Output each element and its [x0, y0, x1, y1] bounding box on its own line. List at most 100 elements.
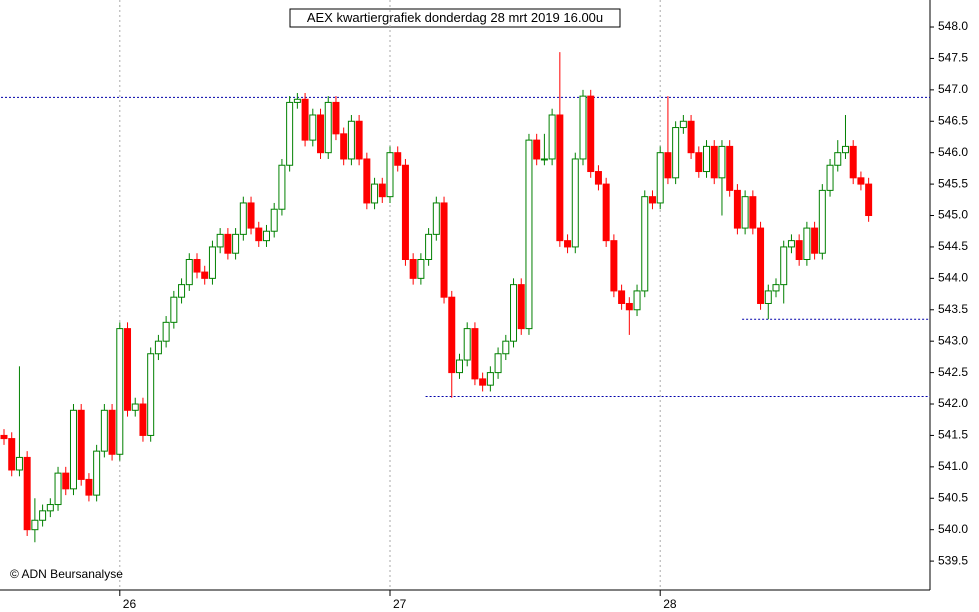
candle-body: [486, 372, 494, 386]
y-tick-label: 545.0: [938, 208, 968, 222]
candle-body: [664, 152, 672, 179]
candle-body: [77, 409, 85, 480]
candle-body: [594, 171, 602, 185]
x-tick-label: 28: [663, 597, 677, 611]
candle-body: [378, 183, 386, 198]
candle-body: [208, 246, 216, 279]
candle-body: [757, 227, 765, 304]
x-tick-label: 26: [123, 597, 137, 611]
candle-body: [100, 409, 108, 452]
candle-body: [332, 101, 340, 135]
candle-body: [224, 233, 232, 254]
y-tick-label: 544.0: [938, 271, 968, 285]
candle-body: [733, 189, 741, 229]
y-tick-label: 540.0: [938, 522, 968, 536]
candle-body: [618, 290, 626, 304]
candle-body: [201, 271, 209, 279]
candle-body: [139, 403, 147, 436]
candle-body: [278, 164, 286, 210]
candle-body: [826, 164, 834, 191]
candle-body: [517, 284, 525, 330]
candle-body: [154, 340, 162, 355]
candle-body: [556, 114, 564, 242]
candle-body: [625, 302, 633, 311]
candle-body: [610, 240, 618, 292]
candle-body: [695, 152, 703, 173]
y-tick-label: 543.5: [938, 302, 968, 316]
candle-body: [455, 359, 463, 374]
candle-body: [510, 284, 518, 342]
candle-body: [448, 296, 456, 374]
candle-body: [587, 95, 595, 173]
candle-body: [687, 120, 695, 154]
candle-body: [471, 328, 479, 380]
candle-body: [463, 328, 471, 361]
candle-body: [239, 202, 247, 235]
candle-body: [216, 233, 224, 248]
candle-body: [571, 158, 579, 248]
candle-body: [849, 145, 857, 179]
candle-body: [262, 230, 270, 242]
chart-title: AEX kwartiergrafiek donderdag 28 mrt 201…: [307, 10, 603, 25]
candle-body: [865, 183, 873, 217]
x-tick-label: 27: [393, 597, 407, 611]
candle-body: [116, 328, 124, 455]
y-tick-label: 541.5: [938, 428, 968, 442]
candle-body: [108, 409, 116, 455]
candle-body: [479, 378, 487, 386]
candle-body: [494, 353, 502, 374]
candle-body: [811, 227, 819, 254]
candle-body: [23, 456, 31, 531]
candle-body: [162, 321, 170, 342]
candle-body: [124, 328, 132, 411]
candle-body: [803, 227, 811, 260]
candle-body: [293, 98, 301, 103]
y-tick-label: 543.0: [938, 333, 968, 347]
candle-body: [232, 233, 240, 254]
candle-body: [185, 258, 193, 286]
candle-body: [131, 403, 139, 411]
credit: © ADN Beursanalyse: [10, 567, 123, 581]
candle-body: [386, 152, 394, 198]
candle-body: [741, 196, 749, 229]
candle-body: [46, 504, 54, 512]
candle-body: [286, 101, 294, 166]
candle-body: [818, 189, 826, 254]
candle-body: [309, 114, 317, 141]
candle-body: [317, 114, 325, 154]
candle-body: [602, 183, 610, 242]
candle-body: [85, 478, 93, 496]
candle-body: [641, 196, 649, 292]
candle-body: [540, 158, 548, 161]
candle-body: [772, 284, 780, 292]
candle-body: [409, 258, 417, 279]
y-tick-label: 541.0: [938, 459, 968, 473]
candle-body: [31, 519, 39, 531]
candle-body: [8, 438, 16, 471]
candle-body: [718, 145, 726, 179]
candle-body: [0, 434, 8, 440]
y-tick-label: 547.0: [938, 82, 968, 96]
candle-body: [93, 450, 101, 496]
candle-body: [69, 409, 77, 490]
candle-body: [548, 114, 556, 160]
candle-body: [270, 208, 278, 232]
candle-body: [749, 196, 757, 229]
candle-body: [648, 196, 656, 204]
candle-body: [841, 145, 849, 154]
candle-body: [656, 152, 664, 204]
candle-body: [54, 472, 62, 506]
candle-body: [440, 202, 448, 298]
y-tick-label: 540.5: [938, 490, 968, 504]
candle-body: [255, 227, 263, 242]
candle-body: [710, 145, 718, 179]
y-tick-label: 542.5: [938, 365, 968, 379]
y-tick-label: 545.5: [938, 176, 968, 190]
candle-body: [401, 164, 409, 260]
candle-body: [147, 353, 155, 436]
candle-body: [394, 152, 402, 166]
candle-body: [780, 246, 788, 286]
candle-body: [247, 202, 255, 229]
